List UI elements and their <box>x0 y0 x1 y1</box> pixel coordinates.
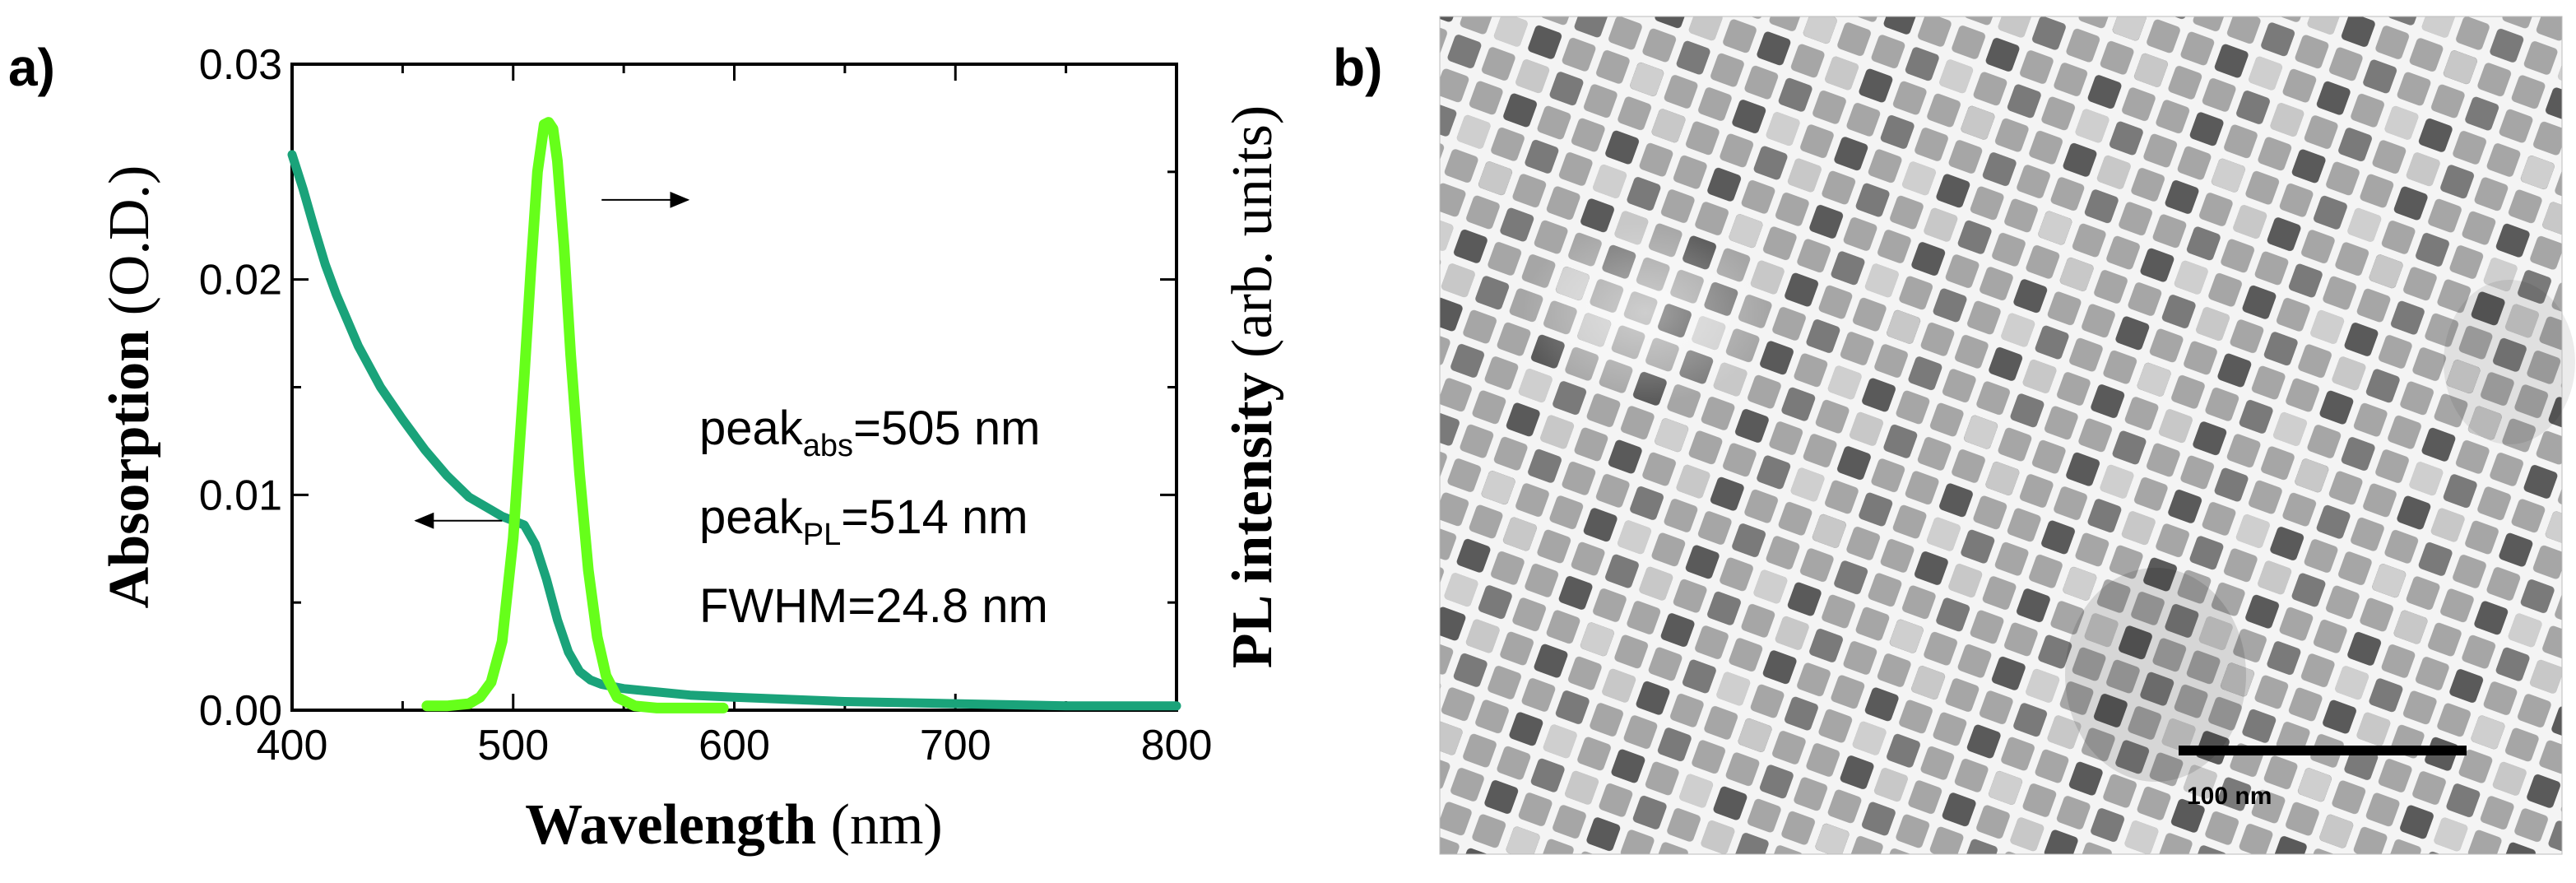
y-tick-label: 0.01 <box>199 472 282 519</box>
left-y-axis-title: Absorption (O.D.) <box>98 165 161 609</box>
y-tick-label: 0.02 <box>199 257 282 304</box>
tem-overlap-region <box>2065 568 2246 782</box>
scale-bar-label: 100 nm <box>2187 783 2272 810</box>
panel-a-label: a) <box>8 38 55 97</box>
x-tick-label: 700 <box>920 722 991 769</box>
tem-overlap-region <box>2444 280 2575 444</box>
x-tick-label: 600 <box>699 722 770 769</box>
pl-series-line <box>421 117 729 713</box>
fwhm-annotation: FWHM=24.8 nm <box>699 579 1048 633</box>
axis-tick-labels: 400 500 600 700 800 0.00 0.01 0.02 0.03 <box>199 41 1213 769</box>
y-tick-label: 0.00 <box>199 687 282 735</box>
x-tick-label: 800 <box>1141 722 1213 769</box>
tem-image-border <box>1439 16 2563 855</box>
panel-b-label: b) <box>1333 38 1382 97</box>
tem-haze-region <box>1522 222 1769 403</box>
x-axis-title: Wavelength (nm) <box>525 793 942 857</box>
y-tick-label: 0.03 <box>199 41 282 89</box>
tem-light-cubes <box>1440 16 2562 854</box>
right-y-axis-title: PL intensity (arb. units) <box>1221 105 1284 668</box>
tem-micrograph: 100 nm <box>1439 16 2575 855</box>
x-tick-label: 500 <box>477 722 549 769</box>
peak-pl-annotation: peakPL=514 nm <box>699 490 1028 552</box>
absorption-series-line <box>287 150 1181 711</box>
peak-abs-annotation: peakabs=505 nm <box>699 402 1040 463</box>
x-tick-label: 400 <box>257 722 328 769</box>
